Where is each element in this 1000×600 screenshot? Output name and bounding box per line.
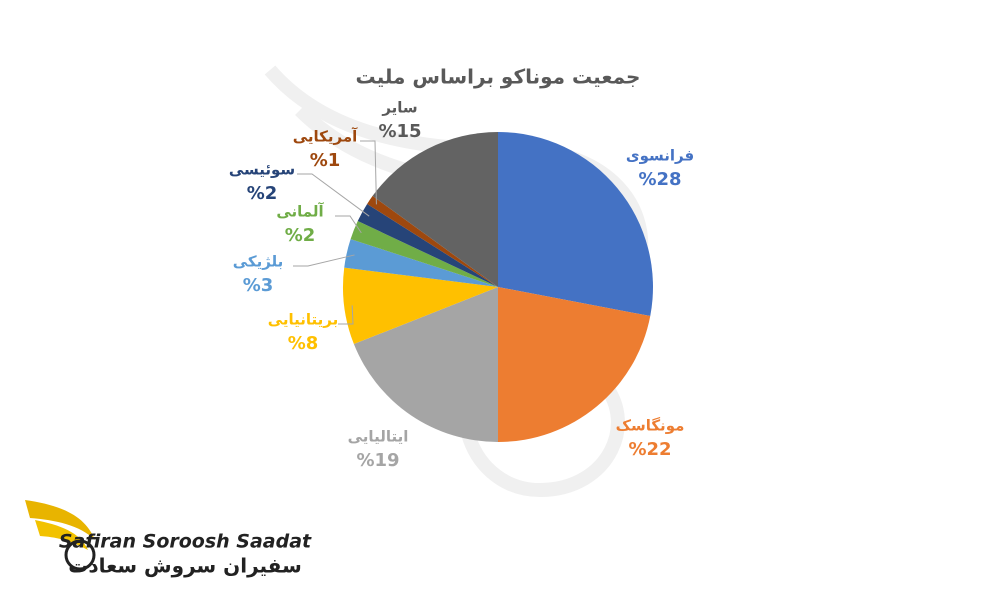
category-label: آلمانی bbox=[276, 203, 324, 221]
leader-line bbox=[338, 305, 354, 325]
pie-slice bbox=[353, 287, 498, 442]
value-label: %2 bbox=[285, 225, 316, 246]
chart-title: جمعیت موناکو براساس ملیت bbox=[356, 65, 641, 89]
labels: فرانسوی %28 مونگاسک %22 ایتالیایی %19 بریتانیا… bbox=[229, 99, 694, 472]
value-label: %1 bbox=[310, 150, 341, 171]
value-label: %28 bbox=[638, 169, 681, 190]
category-label: سایر bbox=[381, 99, 417, 117]
leader-line bbox=[335, 215, 362, 234]
logo-persian: سفیران سروش سعادت bbox=[68, 554, 302, 578]
logo-swan bbox=[64, 539, 96, 571]
pie-slice bbox=[357, 203, 498, 287]
pie-slice bbox=[367, 195, 498, 287]
category-label: بلژیکی bbox=[233, 253, 284, 271]
category-label: مونگاسک bbox=[616, 417, 685, 435]
pie-slice bbox=[498, 132, 653, 317]
leader-line bbox=[293, 254, 355, 267]
leader-line bbox=[360, 140, 377, 205]
category-label: ایتالیایی bbox=[348, 428, 409, 446]
leader-line bbox=[297, 173, 370, 217]
category-label: آمریکایی bbox=[293, 128, 358, 146]
pie-slice bbox=[344, 239, 498, 287]
value-label: %22 bbox=[628, 439, 671, 460]
pie-slice bbox=[372, 132, 498, 287]
pie-slice bbox=[342, 267, 498, 345]
category-label: سوئیسی bbox=[229, 161, 295, 179]
pie bbox=[342, 132, 653, 442]
category-label: بریتانیایی bbox=[268, 311, 339, 329]
pie-slice bbox=[350, 221, 498, 287]
category-label: فرانسوی bbox=[626, 147, 694, 165]
value-label: %15 bbox=[378, 121, 421, 142]
logo-latin: Safiran Soroosh Saadat bbox=[59, 531, 312, 553]
logo-wing bbox=[25, 500, 95, 540]
value-label: %8 bbox=[288, 333, 319, 354]
value-label: %19 bbox=[356, 450, 399, 471]
value-label: %2 bbox=[247, 183, 278, 204]
pie-slice bbox=[498, 287, 651, 442]
value-label: %3 bbox=[243, 275, 274, 296]
logo: Safiran Soroosh Saadat سفیران سروش سعادت bbox=[25, 500, 312, 578]
